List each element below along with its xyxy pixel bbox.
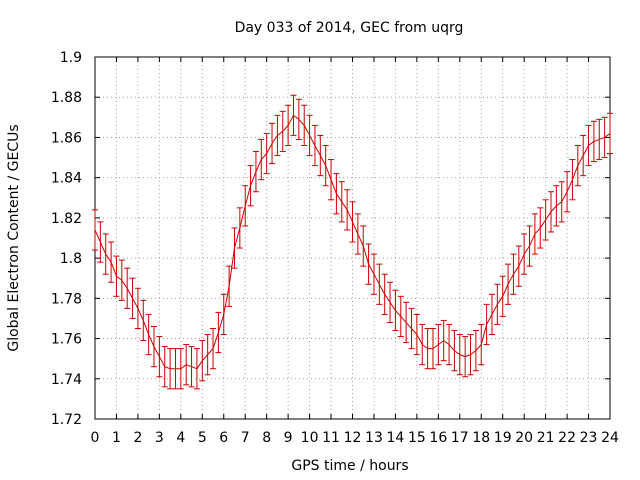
x-tick-label: 10 [301,430,319,446]
x-tick-label: 2 [133,430,142,446]
x-tick-label: 22 [558,430,576,446]
axis-ticks [94,56,611,420]
y-tick-label: 1.9 [60,50,82,66]
tick-labels: 0 1 2 3 4 5 6 7 8 9 10 11 12 13 14 15 16 17 18 19 20 21 22 23 24… [51,50,619,446]
x-tick-label: 4 [176,430,185,446]
y-axis-label: Global Electron Content / GECUs [6,124,22,351]
x-tick-label: 0 [91,430,100,446]
x-tick-label: 9 [284,430,293,446]
x-axis-label: GPS time / hours [291,458,408,474]
x-tick-label: 20 [515,430,533,446]
x-tick-label: 13 [365,430,383,446]
x-tick-label: 18 [472,430,490,446]
x-tick-label: 7 [241,430,250,446]
x-tick-label: 3 [155,430,164,446]
x-tick-label: 24 [601,430,619,446]
y-tick-label: 1.76 [51,332,82,348]
x-tick-label: 12 [344,430,362,446]
y-tick-label: 1.74 [51,372,82,388]
y-tick-label: 1.86 [51,130,82,146]
x-tick-label: 11 [322,430,340,446]
x-tick-label: 16 [429,430,447,446]
y-tick-label: 1.82 [51,211,82,227]
data-series [92,94,613,390]
x-tick-label: 15 [408,430,426,446]
x-tick-label: 5 [198,430,207,446]
y-tick-label: 1.84 [51,171,82,187]
x-tick-label: 21 [537,430,555,446]
y-tick-label: 1.78 [51,291,82,307]
x-tick-label: 8 [262,430,271,446]
y-tick-label: 1.8 [60,251,82,267]
x-tick-label: 17 [451,430,469,446]
x-tick-label: 6 [219,430,228,446]
y-tick-label: 1.88 [51,90,82,106]
x-tick-label: 1 [112,430,121,446]
x-tick-label: 19 [494,430,512,446]
x-tick-label: 14 [387,430,405,446]
y-tick-label: 1.72 [51,412,82,428]
x-tick-label: 23 [580,430,598,446]
chart-title: Day 033 of 2014, GEC from uqrg [235,20,464,36]
